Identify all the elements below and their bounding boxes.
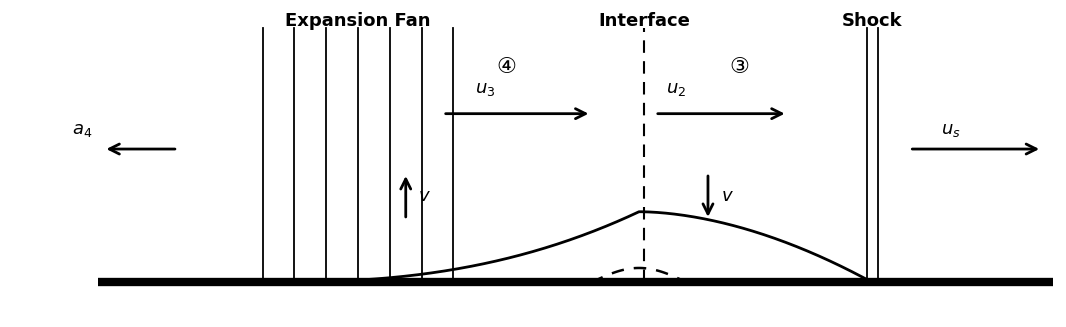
Text: ④: ④ <box>497 57 517 77</box>
Text: $v$: $v$ <box>419 187 432 205</box>
Text: $u_s$: $u_s$ <box>941 121 960 139</box>
Text: $u_2$: $u_2$ <box>665 79 685 97</box>
Text: ③: ③ <box>730 57 749 77</box>
Text: $u_3$: $u_3$ <box>474 79 495 97</box>
Text: $a_4$: $a_4$ <box>71 121 92 139</box>
Text: Expansion Fan: Expansion Fan <box>286 12 431 30</box>
Text: $v$: $v$ <box>721 187 733 205</box>
Text: Interface: Interface <box>598 12 691 30</box>
Text: Shock: Shock <box>842 12 903 30</box>
